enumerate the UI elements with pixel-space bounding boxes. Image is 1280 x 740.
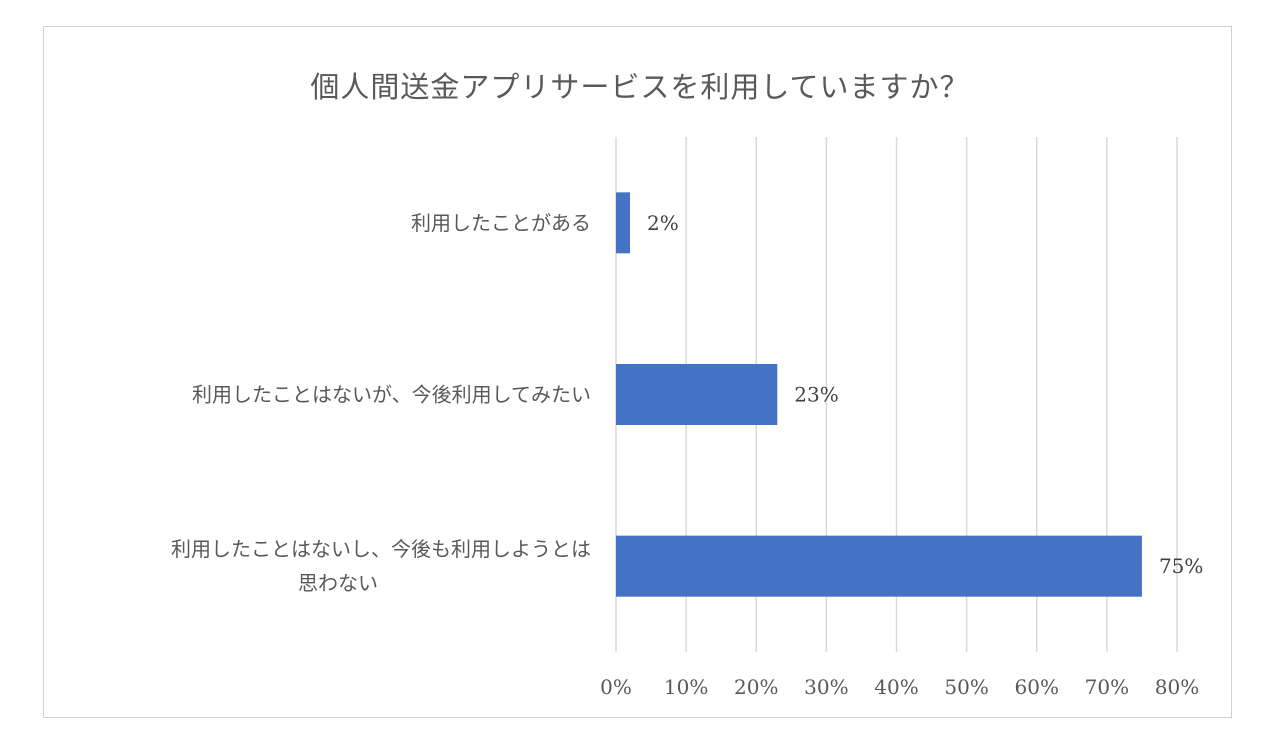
x-tick-label: 30% bbox=[804, 675, 848, 699]
x-tick-label: 10% bbox=[664, 675, 708, 699]
x-tick-label: 40% bbox=[874, 675, 918, 699]
x-tick-label: 50% bbox=[944, 675, 988, 699]
x-tick-label: 70% bbox=[1085, 675, 1129, 699]
bar bbox=[616, 192, 631, 254]
category-label: 利用したことがある bbox=[411, 211, 591, 235]
x-tick-label: 60% bbox=[1015, 675, 1059, 699]
chart-title: 個人間送金アプリサービスを利用していますか？ bbox=[310, 70, 970, 104]
x-tick-label: 20% bbox=[734, 675, 778, 699]
data-label: 23% bbox=[794, 383, 838, 407]
category-label: 利用したことはないが、今後利用してみたい bbox=[192, 383, 591, 407]
data-label: 2% bbox=[647, 211, 679, 235]
category-label: 利用したことはないし、今後も利用しようとは bbox=[171, 537, 591, 561]
labels: 0% 10% 20% 30% 40% 50% 60% 70% 80% 2% 利用したことがある 23%… bbox=[171, 211, 1203, 699]
data-label: 75% bbox=[1159, 554, 1203, 578]
bar bbox=[616, 535, 1142, 597]
x-tick-label: 0% bbox=[600, 675, 632, 699]
x-tick-label: 80% bbox=[1155, 675, 1199, 699]
category-label: 思わない bbox=[298, 571, 378, 595]
bars bbox=[616, 192, 1142, 597]
bar bbox=[616, 364, 778, 425]
